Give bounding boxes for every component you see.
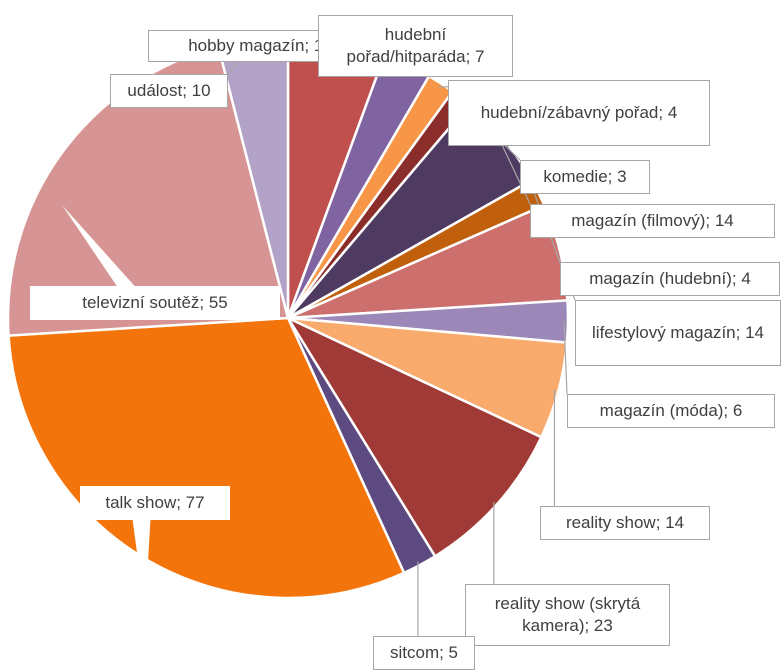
data-label: hudební/zábavný pořad; 4 bbox=[448, 80, 710, 146]
data-label: magazín (móda); 6 bbox=[567, 394, 775, 428]
label-pointer bbox=[132, 519, 151, 612]
data-label: televizní soutěž; 55 bbox=[30, 286, 280, 320]
data-label: lifestylový magazín; 14 bbox=[575, 300, 781, 366]
data-label: hudební pořad/hitparáda; 7 bbox=[318, 15, 513, 77]
data-label: komedie; 3 bbox=[520, 160, 650, 194]
data-label: magazín (hudební); 4 bbox=[560, 262, 780, 296]
data-label: magazín (filmový); 14 bbox=[530, 204, 775, 238]
leader-line bbox=[563, 321, 568, 395]
data-label: reality show; 14 bbox=[540, 506, 710, 540]
data-label: událost; 10 bbox=[110, 74, 228, 108]
data-label: talk show; 77 bbox=[80, 486, 230, 520]
data-label: sitcom; 5 bbox=[373, 636, 475, 670]
data-label: reality show (skrytá kamera); 23 bbox=[465, 584, 670, 646]
label-pointer bbox=[62, 205, 136, 287]
pie-slice bbox=[284, 315, 544, 558]
